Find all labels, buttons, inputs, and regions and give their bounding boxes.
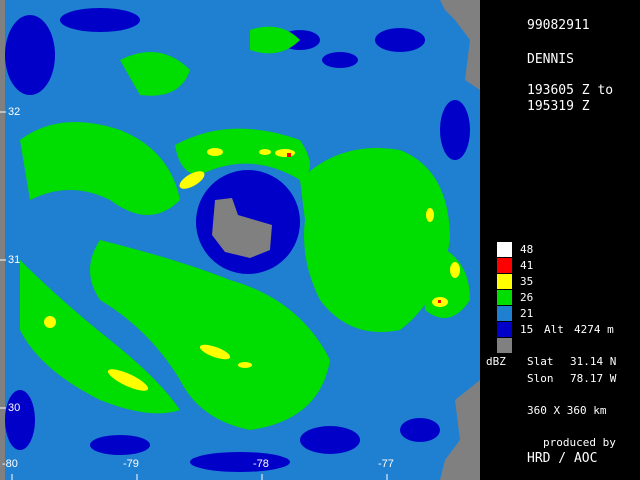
legend-swatch-26 bbox=[497, 290, 512, 305]
date-code: 99082911 bbox=[527, 18, 590, 33]
legend-swatch-nodata bbox=[497, 338, 512, 353]
lon-ticks bbox=[11, 474, 388, 480]
no-data-corner-top-right bbox=[440, 0, 480, 90]
lat-ticks bbox=[0, 111, 6, 409]
moderate-echo-bands bbox=[20, 26, 470, 430]
legend-label-48: 48 bbox=[520, 243, 534, 256]
unit-label: dBZ bbox=[486, 355, 506, 368]
lon-label-78: -78 bbox=[253, 458, 269, 470]
altitude-value: 4274 m bbox=[574, 323, 614, 336]
legend-label-35: 35 bbox=[520, 275, 534, 288]
time-range-start: 193605 Z to bbox=[527, 83, 614, 98]
legend-label-21: 21 bbox=[520, 307, 534, 320]
no-data-corner-bottom-right bbox=[440, 380, 480, 480]
time-range-end: 195319 Z bbox=[527, 99, 590, 114]
legend-label-15: 15 bbox=[520, 323, 534, 336]
legend-swatch-35 bbox=[497, 274, 512, 289]
legend-label-41: 41 bbox=[520, 259, 534, 272]
slat-value: 31.14 N bbox=[570, 355, 617, 368]
altitude-label: Alt bbox=[544, 323, 564, 336]
legend-swatch-41 bbox=[497, 258, 512, 273]
eye-no-data-region bbox=[212, 198, 272, 258]
lat-label-31: 31 bbox=[8, 254, 21, 266]
legend-label-26: 26 bbox=[520, 291, 534, 304]
lon-label-79: -79 bbox=[123, 458, 139, 470]
radar-reflectivity-map bbox=[0, 0, 480, 480]
lat-label-30: 30 bbox=[8, 402, 21, 414]
storm-name: DENNIS bbox=[527, 52, 574, 67]
slat-label: Slat bbox=[527, 355, 554, 368]
legend-swatch-48 bbox=[497, 242, 512, 257]
info-panel: 99082911 DENNIS 193605 Z to 195319 Z 48 … bbox=[480, 0, 640, 480]
legend-swatch-21 bbox=[497, 306, 512, 321]
legend-swatch-15 bbox=[497, 322, 512, 337]
domain-size: 360 X 360 km bbox=[527, 404, 607, 417]
lat-label-32: 32 bbox=[8, 106, 21, 118]
no-data-strip-left bbox=[0, 0, 5, 480]
org-credit: HRD / AOC bbox=[527, 451, 598, 466]
lon-label-77: -77 bbox=[378, 458, 394, 470]
produced-by: produced by bbox=[543, 436, 616, 449]
max-echo-cells bbox=[287, 153, 441, 303]
high-echo-cells bbox=[44, 148, 460, 391]
lon-label-80: -80 bbox=[2, 458, 18, 470]
slon-value: 78.17 W bbox=[570, 372, 617, 385]
slon-label: Slon bbox=[527, 372, 554, 385]
